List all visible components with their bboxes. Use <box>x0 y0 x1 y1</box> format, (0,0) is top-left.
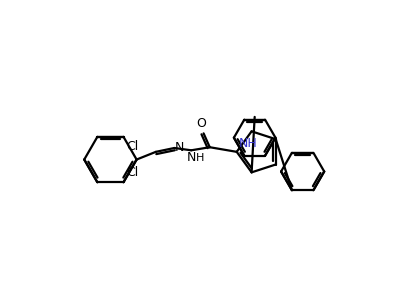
Text: N: N <box>186 151 196 164</box>
Text: NH: NH <box>239 137 258 151</box>
Text: N: N <box>175 141 184 154</box>
Text: Cl: Cl <box>126 166 138 179</box>
Text: Cl: Cl <box>126 140 138 153</box>
Text: O: O <box>196 117 206 130</box>
Text: H: H <box>196 153 204 163</box>
